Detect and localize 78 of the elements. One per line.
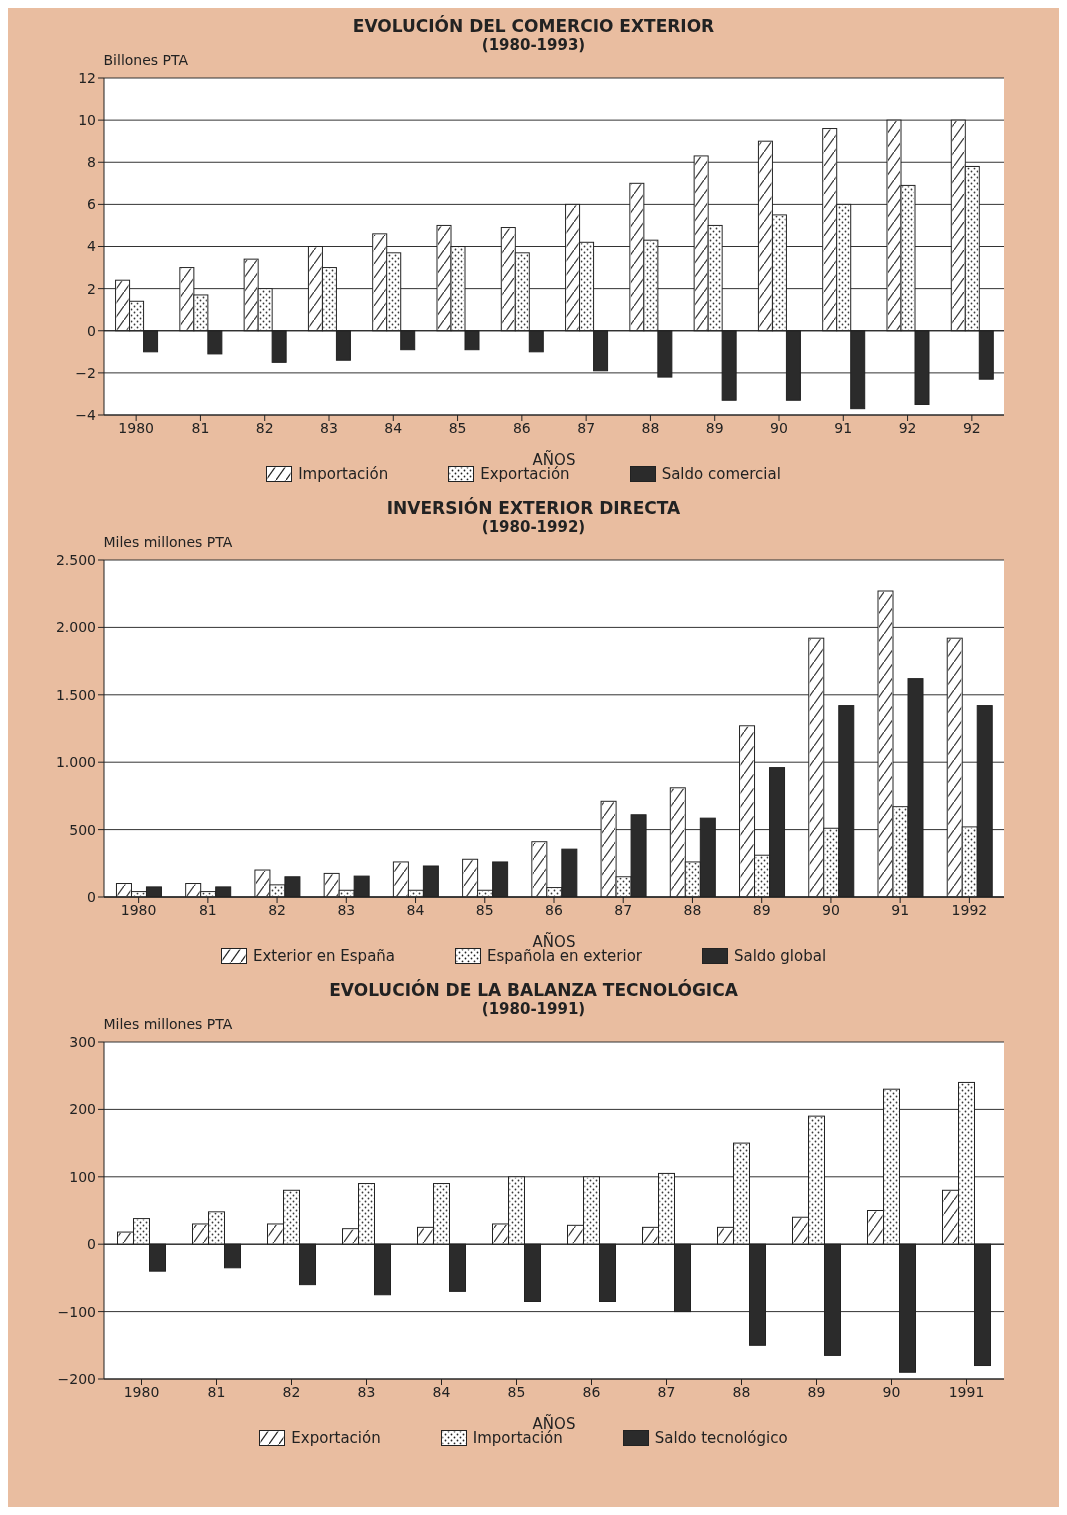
legend-label: Exportación [480,465,570,483]
y-tick-label: 0 [86,1236,96,1253]
chart-subtitle: (1980-1992) [481,518,586,536]
legend-label: Importación [472,1429,563,1447]
legend-label: Importación [298,465,389,483]
x-tick-label: 86 [582,1383,600,1400]
y-tick-label: 4 [86,238,96,255]
chart-title: EVOLUCIÓN DEL COMERCIO EXTERIOR [351,16,716,36]
x-tick-label: 89 [807,1383,825,1400]
y-tick-label: 0 [86,888,96,905]
x-tick-label: 82 [282,1383,300,1400]
x-tick-label: 88 [683,901,701,918]
legend-label: Saldo comercial [661,465,781,483]
y-tick-label: 200 [68,1101,96,1118]
x-tick-label: 91 [833,419,852,436]
y-tick-label: 1.000 [55,754,96,771]
y-axis-title: Miles millones PTA [103,534,233,550]
x-tick-label: 84 [406,901,425,918]
x-tick-label: 82 [255,419,274,436]
chart-title: INVERSIÓN EXTERIOR DIRECTA [385,498,682,518]
x-tick-label: 81 [207,1383,225,1400]
x-tick-label: 85 [475,901,494,918]
x-tick-label: 83 [319,419,338,436]
x-tick-label: 1980 [117,419,154,436]
y-tick-label: 1.500 [55,686,96,703]
y-tick-label: 500 [68,821,96,838]
x-tick-label: 83 [336,901,355,918]
y-tick-label: 100 [68,1168,96,1185]
y-tick-label: −2 [74,364,96,381]
x-tick-label: 88 [732,1383,750,1400]
x-tick-label: 89 [752,901,771,918]
x-tick-label: 1992 [951,901,987,918]
y-tick-label: 2.500 [55,551,96,568]
x-tick-label: 1980 [120,901,156,918]
x-tick-label: 1980 [123,1383,159,1400]
x-tick-label: 81 [191,419,209,436]
y-tick-label: −200 [57,1370,96,1387]
y-tick-label: 0 [86,322,96,339]
x-tick-label: 84 [383,419,402,436]
x-tick-label: 92 [962,419,981,436]
y-axis-title: Miles millones PTA [103,1016,233,1032]
x-tick-label: 81 [198,901,217,918]
legend-label: Exportación [291,1429,381,1447]
x-tick-label: 1991 [948,1383,984,1400]
y-tick-label: −4 [74,406,96,423]
legend-label: Saldo tecnológico [654,1429,788,1447]
x-tick-label: 82 [267,901,286,918]
x-tick-label: 86 [512,419,531,436]
x-tick-label: 90 [821,901,840,918]
chart-subtitle: (1980-1991) [481,1000,586,1018]
x-tick-label: 85 [448,419,466,436]
y-tick-label: −100 [57,1303,96,1320]
y-tick-label: 6 [86,196,96,213]
legend-label: Saldo global [733,947,827,965]
y-tick-label: 12 [77,69,96,86]
legend-label: Exterior en España [252,947,396,965]
x-tick-label: 84 [432,1383,450,1400]
chart-title: EVOLUCIÓN DE LA BALANZA TECNOLÓGICA [328,980,739,1000]
x-tick-label: 92 [898,419,916,436]
y-tick-label: 300 [68,1033,96,1050]
y-tick-label: 10 [77,112,96,129]
x-tick-label: 85 [507,1383,525,1400]
x-tick-label: 90 [769,419,788,436]
y-axis-title: Billones PTA [103,52,189,68]
x-tick-label: 87 [576,419,595,436]
x-tick-label: 91 [890,901,909,918]
x-tick-label: 87 [657,1383,675,1400]
y-tick-label: 8 [86,154,96,171]
y-tick-label: 2.000 [55,619,96,636]
x-tick-label: 88 [641,419,659,436]
x-tick-label: 86 [544,901,563,918]
legend-label: Española en exterior [487,947,642,965]
chart-subtitle: (1980-1993) [481,36,586,54]
x-tick-label: 83 [357,1383,375,1400]
x-tick-label: 90 [882,1383,900,1400]
x-tick-label: 87 [613,901,632,918]
x-tick-label: 89 [705,419,724,436]
y-tick-label: 2 [86,280,96,297]
